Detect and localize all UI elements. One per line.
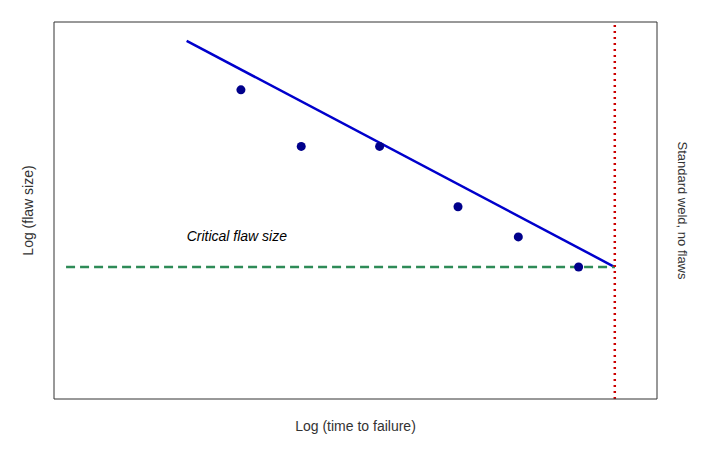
svg-text:Log (flaw size): Log (flaw size) (20, 165, 36, 255)
svg-text:Log (time to failure): Log (time to failure) (295, 418, 416, 434)
svg-text:Critical flaw size: Critical flaw size (187, 228, 288, 244)
svg-text:Standard weld, no flaws: Standard weld, no flaws (675, 141, 690, 280)
